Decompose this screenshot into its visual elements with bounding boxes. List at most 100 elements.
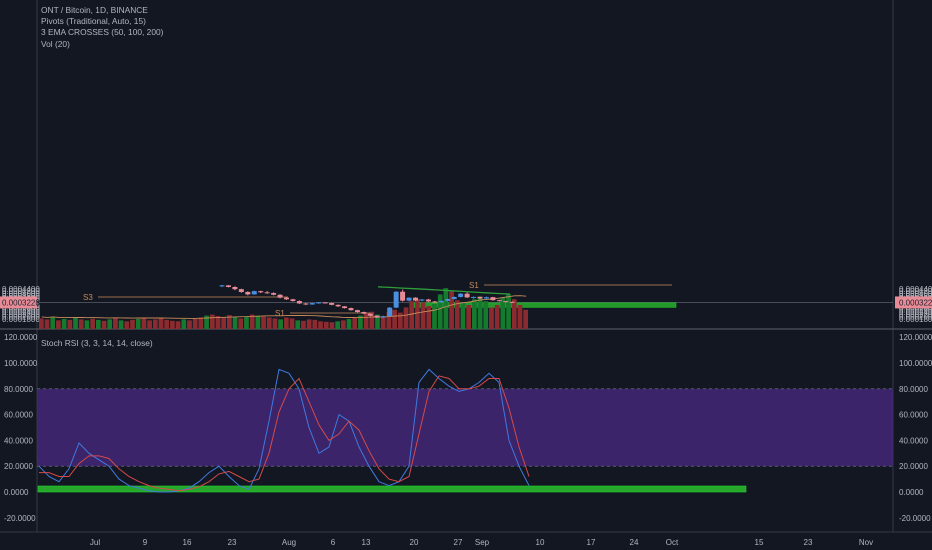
volume-bar <box>477 296 483 329</box>
volume-bar <box>67 319 73 329</box>
candle-body <box>406 297 412 301</box>
stoch-axis-label-right: 100.0000 <box>899 359 932 368</box>
candle-body <box>393 291 399 308</box>
candle-body <box>451 296 457 300</box>
volume-bar <box>403 307 409 329</box>
candle-body <box>400 291 406 301</box>
volume-indicator-label: Vol (20) <box>41 38 70 49</box>
volume-bar <box>494 305 500 329</box>
price-axis-label-right: 0.0002600 <box>899 306 932 315</box>
candle-body <box>290 299 296 302</box>
volume-bar <box>118 320 124 329</box>
volume-bar <box>472 299 477 329</box>
volume-bar <box>244 317 249 329</box>
candle-body <box>438 300 444 303</box>
volume-bar <box>323 321 329 329</box>
stoch-axis-label-left: 0.0000 <box>4 488 29 497</box>
volume-bar <box>301 320 306 329</box>
volume-bar <box>329 322 335 329</box>
candle-body <box>458 293 464 297</box>
volume-bar <box>113 318 118 329</box>
price-axis-label-right: 0.0001800 <box>899 315 932 324</box>
volume-bar <box>170 320 175 329</box>
volume-bar <box>198 317 204 329</box>
volume-bar <box>295 320 301 329</box>
candle-body <box>238 289 244 292</box>
candle-body <box>477 296 483 299</box>
candle-body <box>464 293 470 298</box>
stoch-support-box <box>37 485 747 493</box>
candle-body <box>322 302 328 304</box>
volume-bar <box>489 307 494 329</box>
candle-body <box>219 285 225 287</box>
volume-bar <box>261 316 266 329</box>
time-axis-label: 20 <box>410 538 419 547</box>
price-axis-label-left: 0.0002600 <box>2 306 40 315</box>
candle-body <box>284 297 289 300</box>
volume-bar <box>460 302 466 329</box>
time-axis-label: 27 <box>454 538 463 547</box>
volume-bar <box>426 305 432 329</box>
time-axis-label: 17 <box>587 538 596 547</box>
candle-body <box>490 297 496 301</box>
candle-body <box>329 302 335 305</box>
time-axis-label: Jul <box>90 538 100 547</box>
volume-bar <box>158 318 164 329</box>
candle-body <box>483 297 489 299</box>
volume-bar <box>340 320 346 329</box>
volume-bar <box>500 297 506 329</box>
price-axis-label-left: 0.0004000 <box>2 289 40 298</box>
candle-body <box>251 291 257 295</box>
volume-bar <box>130 319 135 329</box>
ema-indicator-label: 3 EMA CROSSES (50, 100, 200) <box>41 27 164 38</box>
candle-body <box>380 316 386 318</box>
stoch-axis-label-left: 20.0000 <box>4 462 33 471</box>
candle-body <box>225 285 231 287</box>
price-axis-label-right: 0.0004200 <box>899 287 932 296</box>
time-axis-label: Nov <box>859 538 873 547</box>
stoch-d-line <box>39 375 530 492</box>
candle-body <box>413 297 418 301</box>
candle-body <box>258 291 264 293</box>
price-axis-label-right: 0.0004000 <box>899 289 932 298</box>
overbought-oversold-band <box>37 388 893 467</box>
stoch-axis-label-right: 120.0000 <box>899 333 932 342</box>
stoch-axis-label-right: 20.0000 <box>899 462 928 471</box>
candle-body <box>296 301 302 304</box>
candle-body <box>316 302 322 304</box>
stoch-axis-label-left: 100.0000 <box>4 359 38 368</box>
candle-body <box>232 286 238 290</box>
volume-bar <box>227 315 232 329</box>
time-axis-label: 16 <box>183 538 192 547</box>
volume-bar <box>466 305 472 329</box>
volume-bar <box>181 319 187 329</box>
candle-body <box>277 294 283 298</box>
volume-bar <box>437 294 443 329</box>
volume-bar <box>369 311 375 329</box>
stoch-axis-label-right: -20.0000 <box>899 514 931 523</box>
stoch-k-line <box>38 368 530 493</box>
volume-bar <box>409 301 415 329</box>
price-axis-label-left: 0.0003800 <box>2 292 40 301</box>
volume-bar <box>312 319 318 329</box>
candle-body <box>496 300 502 302</box>
volume-bar <box>152 319 158 329</box>
volume-bar <box>278 319 283 329</box>
candle-body <box>342 306 348 309</box>
time-axis-label: Sep <box>475 538 490 547</box>
price-axis-label-right: 0.0002200 <box>899 310 932 319</box>
volume-bar <box>107 319 113 329</box>
volume-bar <box>84 320 90 329</box>
volume-bar <box>284 317 289 329</box>
price-axis-label-left: 0.0002400 <box>2 308 40 317</box>
candle-body <box>503 301 509 303</box>
price-axis-label-right: 0.0003800 <box>899 292 932 301</box>
price-axis-label-right: 0.0002000 <box>899 313 932 322</box>
pivots-indicator-label: Pivots (Traditional, Auto, 15) <box>41 16 146 27</box>
stoch-axis-label-left: 120.0000 <box>4 333 38 342</box>
time-axis-label: Aug <box>282 538 296 547</box>
price-axis-label-left: 0.0002200 <box>2 310 40 319</box>
pivot-label: S3 <box>83 293 93 302</box>
